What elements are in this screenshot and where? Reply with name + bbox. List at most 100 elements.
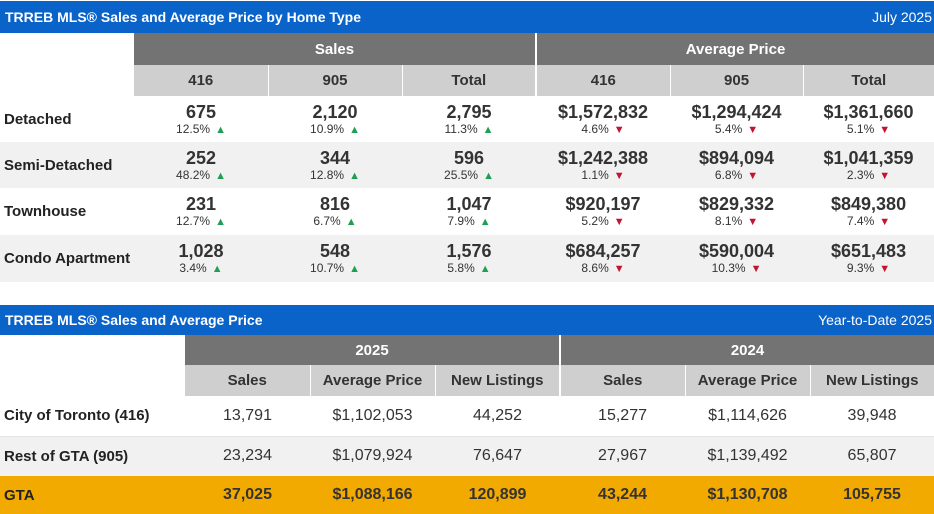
triangle-up-icon: ▲	[215, 123, 226, 136]
triangle-up-icon: ▲	[211, 263, 223, 275]
triangle-up-icon: ▲	[479, 263, 491, 275]
group-header-2025: 2025	[185, 335, 561, 365]
cell-value: 252	[185, 147, 217, 168]
triangle-up-icon: ▲	[345, 216, 357, 228]
change-percent: 1.1%	[581, 167, 609, 182]
col-header: 416	[535, 65, 671, 96]
change-percent: 5.2%	[581, 214, 609, 228]
col-header: 905	[267, 65, 402, 96]
cell-value: $1,361,660	[823, 101, 914, 122]
change-percent: 9.3%	[846, 261, 875, 275]
cell-value: 2,120	[312, 101, 358, 122]
triangle-down-icon: ▼	[613, 123, 625, 136]
data-cell: $894,094 6.8% ▼	[670, 142, 804, 188]
change-line: 5.1% ▼	[803, 123, 934, 136]
change-percent: 10.7%	[310, 261, 345, 275]
triangle-down-icon: ▼	[613, 263, 625, 275]
data-cell: 548 10.7% ▲	[268, 235, 402, 282]
data-cell: 231 12.7% ▲	[134, 188, 268, 235]
group-header-2024: 2024	[559, 335, 934, 365]
change-percent: 12.7%	[176, 214, 211, 228]
section2-banner: TRREB MLS® Sales and Average Price Year-…	[0, 305, 934, 335]
corner-cell	[0, 33, 134, 96]
data-cell: 27,967	[560, 436, 686, 476]
change-percent: 11.3%	[444, 121, 478, 136]
triangle-down-icon: ▼	[613, 216, 625, 228]
data-cell: 1,047 7.9% ▲	[402, 188, 536, 235]
change-line: 12.5% ▲	[134, 123, 268, 136]
change-percent: 25.5%	[444, 167, 479, 182]
cell-value: $1,041,359	[823, 147, 914, 168]
data-cell: $590,004 10.3% ▼	[670, 235, 804, 282]
cell-value: $894,094	[698, 147, 775, 168]
section1-title: TRREB MLS® Sales and Average Price by Ho…	[5, 9, 362, 25]
change-percent: 8.1%	[714, 214, 743, 228]
row-label: City of Toronto (416)	[0, 396, 185, 437]
col-header: New Listings	[434, 365, 561, 396]
cell-value: 596	[453, 147, 485, 168]
cell-value: $684,257	[565, 241, 641, 261]
home-type-row: Condo Apartment 1,028 3.4% ▲ 548 10.7% ▲ 1,576 5…	[0, 235, 934, 282]
data-cell: 44,252	[435, 396, 561, 437]
home-type-table: Sales Average Price 416 905 Total 416 90…	[0, 33, 934, 282]
data-cell: 816 6.7% ▲	[268, 188, 402, 235]
change-line: 12.7% ▲	[134, 215, 268, 228]
change-percent: 2.3%	[846, 167, 875, 182]
change-line: 11.3% ▲	[402, 123, 536, 136]
change-percent: 4.6%	[581, 121, 609, 136]
section1-banner: TRREB MLS® Sales and Average Price by Ho…	[0, 1, 934, 33]
region-row: City of Toronto (416) 13,791 $1,102,053 44,…	[0, 396, 934, 437]
cell-value: 2,795	[446, 101, 492, 122]
triangle-up-icon: ▲	[349, 263, 360, 275]
cell-value: 675	[185, 101, 217, 122]
group-header-sales: Sales	[134, 33, 537, 65]
triangle-up-icon: ▲	[482, 123, 494, 136]
data-cell: 43,244	[560, 476, 686, 514]
triangle-down-icon: ▼	[747, 123, 759, 136]
section2-period: Year-to-Date 2025	[818, 312, 932, 328]
change-percent: 10.9%	[310, 121, 345, 136]
group-header-average-price: Average Price	[535, 33, 934, 65]
change-percent: 12.5%	[176, 121, 211, 136]
section2-title: TRREB MLS® Sales and Average Price	[5, 312, 263, 328]
corner-cell	[0, 335, 185, 396]
triangle-down-icon: ▼	[747, 216, 759, 228]
row-label: Rest of GTA (905)	[0, 436, 185, 476]
data-cell: 13,791	[185, 396, 310, 437]
triangle-down-icon: ▼	[879, 216, 891, 228]
cell-value: 1,576	[446, 241, 492, 261]
change-percent: 6.8%	[714, 167, 743, 182]
cell-value: $1,294,424	[691, 101, 782, 122]
data-cell: 1,028 3.4% ▲	[134, 235, 268, 282]
change-line: 4.6% ▼	[536, 123, 670, 136]
home-type-row: Detached 675 12.5% ▲ 2,120 10.9% ▲ 2,795 11.3% ▲ $…	[0, 96, 934, 142]
data-cell: $1,242,388 1.1% ▼	[536, 142, 671, 188]
change-percent: 5.4%	[714, 121, 743, 136]
triangle-down-icon: ▼	[750, 263, 762, 275]
data-cell: $1,079,924	[310, 436, 435, 476]
change-line: 12.8% ▲	[268, 169, 402, 182]
data-cell: $1,114,626	[685, 396, 811, 437]
data-cell: $1,572,832 4.6% ▼	[536, 96, 670, 142]
data-cell: $1,088,166	[310, 476, 435, 514]
data-cell: $1,102,053	[310, 396, 435, 437]
data-cell: $684,257 8.6% ▼	[536, 235, 671, 282]
data-cell: $651,483 9.3% ▼	[803, 235, 934, 282]
col-header: Sales	[559, 365, 686, 396]
change-percent: 5.8%	[447, 261, 475, 275]
change-line: 1.1% ▼	[536, 169, 670, 182]
data-cell: $1,294,424 5.4% ▼	[670, 96, 803, 142]
change-line: 7.9% ▲	[402, 215, 536, 228]
change-line: 25.5% ▲	[402, 169, 536, 182]
data-cell: 76,647	[435, 436, 561, 476]
cell-value: $849,380	[831, 194, 907, 214]
col-header: Sales	[185, 365, 310, 396]
section1-period: July 2025	[872, 9, 932, 25]
triangle-down-icon: ▼	[613, 169, 625, 182]
region-row: Rest of GTA (905) 23,234 $1,079,924 76,647 2…	[0, 436, 934, 476]
change-line: 10.9% ▲	[268, 123, 402, 136]
row-label: GTA	[0, 476, 185, 514]
change-line: 8.1% ▼	[670, 215, 803, 228]
data-cell: 252 48.2% ▲	[134, 142, 268, 188]
data-cell: 120,899	[435, 476, 561, 514]
